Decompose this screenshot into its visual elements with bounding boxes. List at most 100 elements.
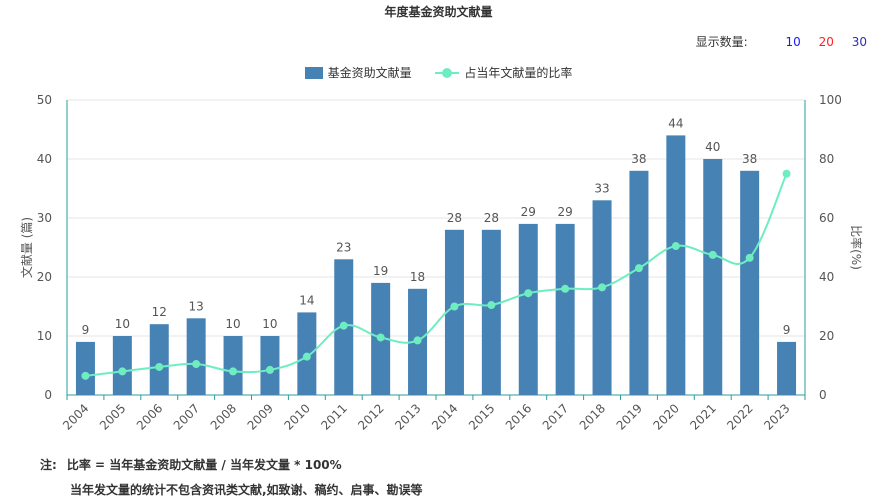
- bar-2006: [149, 324, 169, 395]
- bar-value-label: 28: [484, 211, 499, 225]
- ratio-point-2006: [155, 362, 164, 371]
- x-tick-label: 2016: [503, 401, 534, 432]
- y-right-tick-label: 60: [819, 211, 834, 225]
- y-right-tick-label: 80: [819, 152, 834, 166]
- y-right-axis-title: 比率(%): [849, 225, 864, 270]
- ratio-point-2014: [450, 302, 459, 311]
- bar-2022: [740, 170, 760, 395]
- x-tick-label: 2015: [466, 401, 497, 432]
- chart-title: 年度基金资助文献量: [384, 5, 493, 19]
- y-right-tick-label: 100: [819, 93, 842, 107]
- ratio-point-2015: [487, 301, 496, 310]
- y-right-tick-label: 20: [819, 329, 834, 343]
- bar-value-label: 33: [594, 181, 609, 195]
- bar-2008: [223, 336, 243, 395]
- ratio-point-2011: [339, 321, 348, 330]
- bar-value-label: 29: [558, 205, 573, 219]
- bar-2004: [75, 341, 95, 395]
- bar-value-label: 12: [152, 305, 167, 319]
- bar-value-label: 14: [299, 293, 314, 307]
- ratio-point-2013: [413, 336, 422, 345]
- y-left-tick-label: 50: [37, 93, 52, 107]
- x-tick-label: 2012: [355, 401, 386, 432]
- chart-legend: 基金资助文献量 占当年文献量的比率: [0, 64, 877, 82]
- x-tick-label: 2011: [318, 401, 349, 432]
- ratio-point-2010: [302, 352, 311, 361]
- display-count-label: 显示数量:: [695, 35, 748, 49]
- ratio-point-2009: [265, 365, 274, 374]
- bar-value-label: 29: [521, 205, 536, 219]
- ratio-point-2022: [745, 253, 754, 262]
- ratio-point-2019: [634, 264, 643, 273]
- display-count-option-20[interactable]: 20: [818, 35, 834, 49]
- ratio-point-2005: [118, 367, 127, 376]
- y-left-tick-label: 40: [37, 152, 52, 166]
- bar-value-label: 38: [631, 152, 646, 166]
- bar-2020: [666, 135, 686, 395]
- x-tick-label: 2010: [281, 401, 312, 432]
- x-tick-label: 2008: [208, 401, 239, 432]
- x-tick-label: 2007: [171, 401, 202, 432]
- x-tick-label: 2022: [724, 401, 755, 432]
- bar-value-label: 18: [410, 270, 425, 284]
- bar-value-label: 44: [668, 116, 683, 130]
- legend-line-label: 占当年文献量的比率: [464, 66, 573, 80]
- y-left-tick-label: 10: [37, 329, 52, 343]
- bar-2019: [629, 170, 649, 395]
- x-tick-label: 2014: [429, 401, 460, 432]
- y-right-tick-label: 0: [819, 388, 827, 402]
- bar-value-label: 10: [262, 317, 277, 331]
- bar-2018: [592, 200, 612, 395]
- x-tick-label: 2005: [97, 401, 128, 432]
- note-line-1: 比率 = 当年基金资助文献量 / 当年发文量 * 100%: [66, 458, 342, 472]
- bar-2015: [481, 229, 501, 395]
- x-tick-label: 2018: [577, 401, 608, 432]
- x-tick-label: 2017: [540, 401, 571, 432]
- chart-note-exclusion: 当年发文量的统计不包含资讯类文献,如致谢、稿约、启事、勘误等: [70, 483, 423, 497]
- bar-value-label: 10: [225, 317, 240, 331]
- ratio-point-2016: [524, 289, 533, 298]
- y-left-tick-label: 0: [44, 388, 52, 402]
- legend-item-bar-series[interactable]: 基金资助文献量: [304, 64, 412, 81]
- display-count-option-10[interactable]: 10: [785, 35, 801, 49]
- y-right-tick-label: 40: [819, 270, 834, 284]
- legend-bar-label: 基金资助文献量: [327, 66, 412, 80]
- bar-value-label: 10: [115, 317, 130, 331]
- bar-2021: [703, 159, 723, 395]
- bar-value-label: 28: [447, 211, 462, 225]
- y-left-axis-title: 文献量 (篇): [19, 217, 34, 278]
- bar-2016: [518, 223, 538, 395]
- ratio-point-2012: [376, 333, 385, 342]
- bar-series-swatch-icon: [304, 66, 323, 79]
- ratio-point-2007: [192, 360, 201, 369]
- legend-item-line-series[interactable]: 占当年文献量的比率: [435, 64, 572, 81]
- bar-2009: [260, 336, 280, 395]
- ratio-point-2023: [782, 169, 791, 178]
- bar-value-label: 40: [705, 140, 720, 154]
- display-count-option-30[interactable]: 30: [851, 35, 867, 49]
- ratio-point-2004: [81, 371, 90, 380]
- y-left-tick-label: 30: [37, 211, 52, 225]
- chart-note-formula: 注: 比率 = 当年基金资助文献量 / 当年发文量 * 100%: [40, 456, 342, 473]
- x-tick-label: 2013: [392, 401, 423, 432]
- ratio-point-2018: [598, 283, 607, 292]
- ratio-point-2017: [561, 284, 570, 293]
- display-count-selector: 显示数量: 10 20 30: [696, 33, 867, 50]
- bar-2005: [112, 336, 132, 395]
- note-prefix: 注:: [40, 458, 57, 472]
- bar-value-label: 23: [336, 240, 351, 254]
- x-tick-label: 2023: [761, 401, 792, 432]
- bar-value-label: 19: [373, 264, 388, 278]
- bar-value-label: 9: [82, 323, 90, 337]
- bar-value-label: 9: [783, 323, 791, 337]
- bar-2007: [186, 318, 206, 395]
- x-tick-label: 2020: [650, 401, 681, 432]
- ratio-point-2008: [229, 367, 238, 376]
- bar-value-label: 13: [189, 299, 204, 313]
- bar-2014: [444, 229, 464, 395]
- bar-2023: [777, 341, 797, 395]
- x-tick-label: 2006: [134, 401, 165, 432]
- line-series-swatch-icon: [435, 67, 460, 79]
- ratio-point-2020: [671, 242, 680, 251]
